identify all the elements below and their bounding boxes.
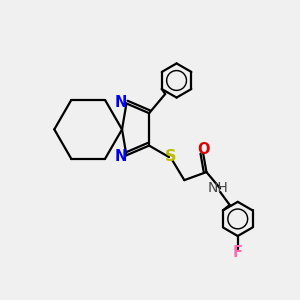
Text: NH: NH xyxy=(207,181,228,195)
Text: S: S xyxy=(165,149,177,164)
Text: N: N xyxy=(115,94,127,110)
Text: O: O xyxy=(197,142,209,157)
Text: N: N xyxy=(115,149,127,164)
Text: F: F xyxy=(233,245,243,260)
